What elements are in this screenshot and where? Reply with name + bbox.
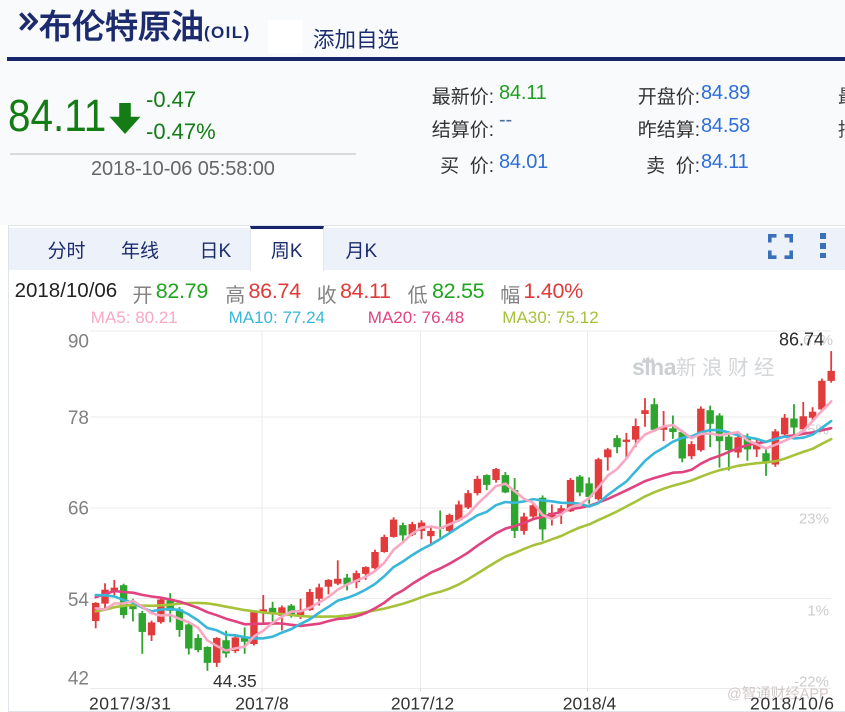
- svg-text:54: 54: [68, 590, 90, 611]
- svg-text:44.35: 44.35: [213, 671, 257, 691]
- svg-text:67%: 67%: [803, 332, 833, 349]
- svg-text:78: 78: [68, 408, 89, 429]
- svg-text:42: 42: [68, 669, 89, 690]
- svg-text:2017/3/31: 2017/3/31: [89, 694, 171, 712]
- svg-text:新浪财经: 新浪财经: [676, 357, 780, 380]
- svg-text:sina: sina: [632, 354, 677, 380]
- svg-text:66: 66: [68, 499, 89, 520]
- svg-text:90: 90: [68, 332, 89, 353]
- svg-text:23%: 23%: [799, 510, 829, 527]
- svg-text:2017/12: 2017/12: [391, 694, 454, 712]
- svg-text:1%: 1%: [807, 602, 829, 619]
- svg-text:@智通财经APP: @智通财经APP: [727, 686, 829, 703]
- svg-text:2018/4: 2018/4: [563, 694, 617, 712]
- svg-text:2017/8: 2017/8: [235, 694, 289, 712]
- svg-text:-22%: -22%: [794, 673, 829, 690]
- svg-text:2018/10/6: 2018/10/6: [750, 694, 834, 712]
- svg-text:86.74: 86.74: [779, 330, 824, 350]
